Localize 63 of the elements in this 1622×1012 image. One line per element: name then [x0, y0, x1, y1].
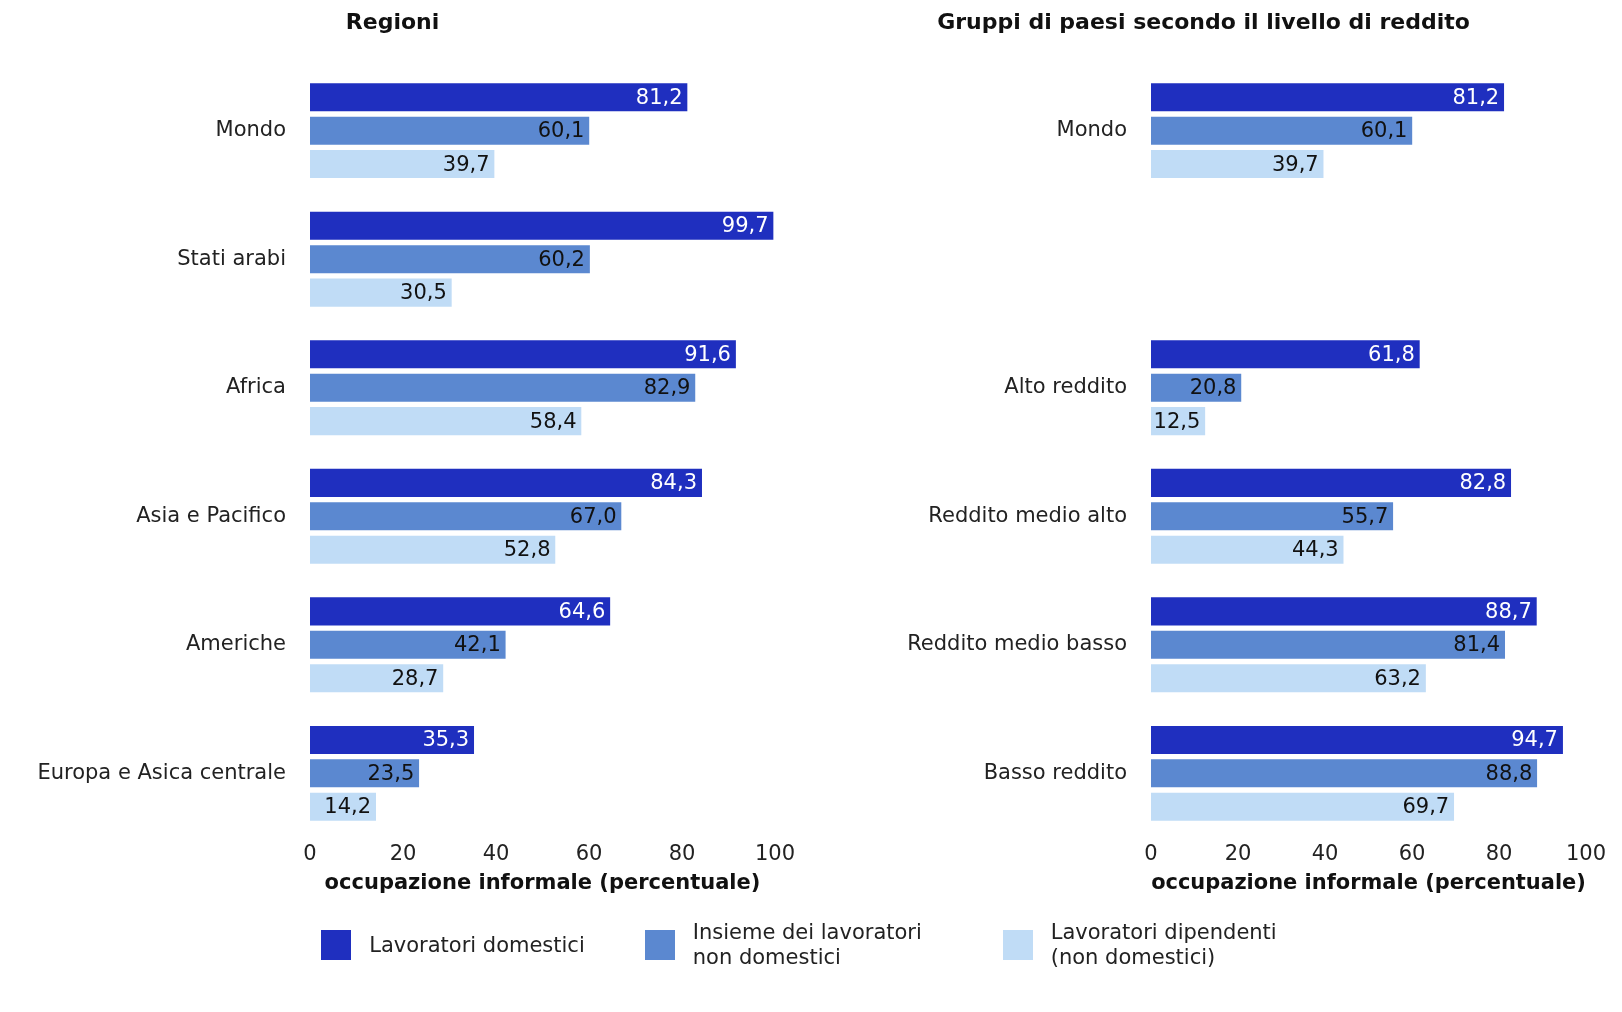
data-label: 12,5 — [1153, 408, 1201, 433]
data-label: 55,7 — [1341, 503, 1389, 528]
data-label: 39,7 — [1271, 151, 1319, 176]
x-tick-label: 100 — [754, 840, 796, 865]
data-label: 81,2 — [635, 84, 683, 109]
data-label: 84,3 — [650, 470, 697, 495]
y-tick-label: Mondo — [1056, 117, 1127, 142]
x-tick-label: 100 — [1565, 840, 1607, 865]
data-label: 60,1 — [537, 118, 585, 143]
data-label: 69,7 — [1402, 794, 1450, 819]
legend-label: Insieme dei lavoratori non domestici — [692, 920, 923, 971]
x-tick-label: 80 — [668, 840, 696, 865]
data-label: 88,8 — [1485, 760, 1533, 785]
legend-label: Lavoratori dipendenti (non domestici) — [1050, 920, 1278, 971]
data-label: 81,4 — [1453, 632, 1501, 657]
x-tick-label: 0 — [303, 840, 317, 865]
data-label: 67,0 — [569, 503, 617, 528]
y-tick-label: Basso reddito — [983, 759, 1127, 784]
y-tick-label: Americhe — [186, 631, 286, 656]
x-tick-label: 40 — [482, 840, 510, 865]
y-tick-label: Africa — [226, 374, 286, 399]
data-label: 39,7 — [442, 151, 490, 176]
y-tick-label: Reddito medio basso — [907, 631, 1127, 656]
legend-label: Lavoratori domestici — [369, 932, 585, 958]
x-tick-label: 0 — [1144, 840, 1158, 865]
chart-title: Regioni — [345, 8, 440, 34]
data-label: 42,1 — [454, 632, 501, 657]
y-tick-label: Asia e Pacifico — [136, 502, 286, 527]
y-tick-label: Mondo — [215, 117, 286, 142]
data-label: 63,2 — [1374, 665, 1421, 690]
data-label: 20,8 — [1189, 375, 1237, 400]
data-label: 52,8 — [503, 537, 551, 562]
data-label: 28,7 — [391, 665, 439, 690]
x-tick-label: 20 — [1224, 840, 1252, 865]
x-tick-label: 40 — [1311, 840, 1339, 865]
y-tick-label: Stati arabi — [177, 245, 286, 270]
data-label: 82,9 — [643, 375, 691, 400]
data-label: 35,3 — [422, 727, 470, 752]
data-label: 91,6 — [684, 341, 731, 366]
y-tick-label: Alto reddito — [1004, 374, 1127, 399]
data-label: 23,5 — [367, 760, 415, 785]
data-label: 81,2 — [1452, 84, 1500, 109]
y-tick-label: Reddito medio alto — [928, 502, 1127, 527]
chart-title: Gruppi di paesi secondo il livello di reddito — [937, 8, 1470, 34]
data-label: 30,5 — [400, 280, 447, 305]
x-axis-title: occupazione informale (percentuale) — [324, 869, 761, 894]
data-label: 82,8 — [1459, 470, 1507, 495]
data-label: 99,7 — [721, 213, 769, 238]
data-label: 14,2 — [324, 794, 372, 819]
data-label: 61,8 — [1368, 341, 1415, 366]
data-label: 60,2 — [538, 246, 585, 271]
x-tick-label: 60 — [1398, 840, 1426, 865]
y-tick-label: Europa e Asica centrale — [37, 759, 286, 784]
x-tick-label: 60 — [575, 840, 603, 865]
data-label: 58,4 — [529, 408, 577, 433]
data-label: 60,1 — [1360, 118, 1408, 143]
data-label: 94,7 — [1511, 727, 1558, 752]
data-label: 44,3 — [1291, 537, 1339, 562]
x-tick-label: 20 — [389, 840, 417, 865]
data-label: 88,7 — [1485, 598, 1532, 623]
x-tick-label: 80 — [1485, 840, 1513, 865]
x-axis-title: occupazione informale (percentuale) — [1151, 869, 1586, 894]
data-label: 64,6 — [558, 598, 606, 623]
